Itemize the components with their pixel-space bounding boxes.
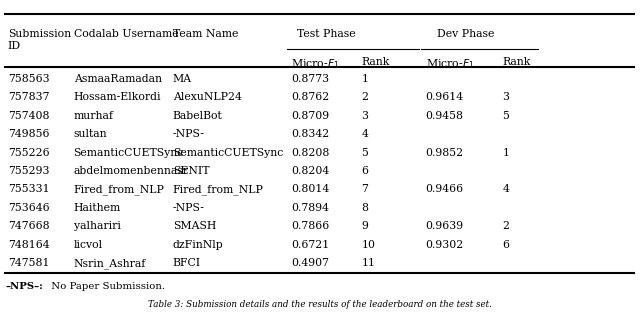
Text: 748164: 748164 [8,240,49,250]
Text: 0.9466: 0.9466 [426,184,464,194]
Text: Haithem: Haithem [74,203,121,213]
Text: 0.8208: 0.8208 [291,148,330,157]
Text: MA: MA [173,74,192,84]
Text: 1: 1 [502,148,509,157]
Text: 0.9302: 0.9302 [426,240,464,250]
Text: 4: 4 [362,129,369,139]
Text: 0.9614: 0.9614 [426,92,464,102]
Text: Test Phase: Test Phase [297,29,356,38]
Text: 2: 2 [362,92,369,102]
Text: 0.9639: 0.9639 [426,221,464,231]
Text: 5: 5 [362,148,369,157]
Text: 0.8014: 0.8014 [291,184,330,194]
Text: Fired_from_NLP: Fired_from_NLP [74,184,164,195]
Text: SemanticCUETSync: SemanticCUETSync [173,148,283,157]
Text: 758563: 758563 [8,74,49,84]
Text: Hossam-Elkordi: Hossam-Elkordi [74,92,161,102]
Text: 0.8204: 0.8204 [291,166,330,176]
Text: 0.9852: 0.9852 [426,148,464,157]
Text: Codalab Username: Codalab Username [74,29,178,38]
Text: 755293: 755293 [8,166,49,176]
Text: 753646: 753646 [8,203,49,213]
Text: Rank: Rank [362,57,390,67]
Text: Submission: Submission [8,29,71,38]
Text: –NPS–:: –NPS–: [5,282,43,291]
Text: 755226: 755226 [8,148,49,157]
Text: 6: 6 [502,240,509,250]
Text: 9: 9 [362,221,369,231]
Text: Micro-$\mathit{F}_1$: Micro-$\mathit{F}_1$ [426,57,474,71]
Text: 747668: 747668 [8,221,49,231]
Text: 10: 10 [362,240,376,250]
Text: 8: 8 [362,203,369,213]
Text: 0.6721: 0.6721 [291,240,330,250]
Text: 0.7894: 0.7894 [291,203,329,213]
Text: 0.8709: 0.8709 [291,111,330,121]
Text: 0.8762: 0.8762 [291,92,330,102]
Text: 0.8773: 0.8773 [291,74,330,84]
Text: ID: ID [8,41,21,51]
Text: Fired_from_NLP: Fired_from_NLP [173,184,264,195]
Text: Micro-$\mathit{F}_1$: Micro-$\mathit{F}_1$ [291,57,340,71]
Text: 5: 5 [502,111,509,121]
Text: 11: 11 [362,258,376,268]
Text: 749856: 749856 [8,129,49,139]
Text: -NPS-: -NPS- [173,203,205,213]
Text: 0.8342: 0.8342 [291,129,330,139]
Text: 0.7866: 0.7866 [291,221,330,231]
Text: BFCI: BFCI [173,258,201,268]
Text: -NPS-: -NPS- [173,129,205,139]
Text: 3: 3 [502,92,509,102]
Text: Rank: Rank [502,57,531,67]
Text: abdelmomenbennasr: abdelmomenbennasr [74,166,189,176]
Text: SemanticCUETSync: SemanticCUETSync [74,148,184,157]
Text: dzFinNlp: dzFinNlp [173,240,223,250]
Text: 0.4907: 0.4907 [291,258,329,268]
Text: yalhariri: yalhariri [74,221,120,231]
Text: 757837: 757837 [8,92,49,102]
Text: 1: 1 [362,74,369,84]
Text: Table 3: Submission details and the results of the leaderboard on the test set.: Table 3: Submission details and the resu… [148,300,492,309]
Text: 0.9458: 0.9458 [426,111,463,121]
Text: SENIT: SENIT [173,166,209,176]
Text: Dev Phase: Dev Phase [437,29,495,38]
Text: licvol: licvol [74,240,103,250]
Text: 2: 2 [502,221,509,231]
Text: 755331: 755331 [8,184,49,194]
Text: AlexuNLP24: AlexuNLP24 [173,92,242,102]
Text: 747581: 747581 [8,258,49,268]
Text: Team Name: Team Name [173,29,238,38]
Text: murhaf: murhaf [74,111,114,121]
Text: 3: 3 [362,111,369,121]
Text: BabelBot: BabelBot [173,111,223,121]
Text: No Paper Submission.: No Paper Submission. [48,282,165,291]
Text: 757408: 757408 [8,111,49,121]
Text: Nsrin_Ashraf: Nsrin_Ashraf [74,258,146,269]
Text: AsmaaRamadan: AsmaaRamadan [74,74,162,84]
Text: 7: 7 [362,184,369,194]
Text: 6: 6 [362,166,369,176]
Text: sultan: sultan [74,129,108,139]
Text: SMASH: SMASH [173,221,216,231]
Text: 4: 4 [502,184,509,194]
